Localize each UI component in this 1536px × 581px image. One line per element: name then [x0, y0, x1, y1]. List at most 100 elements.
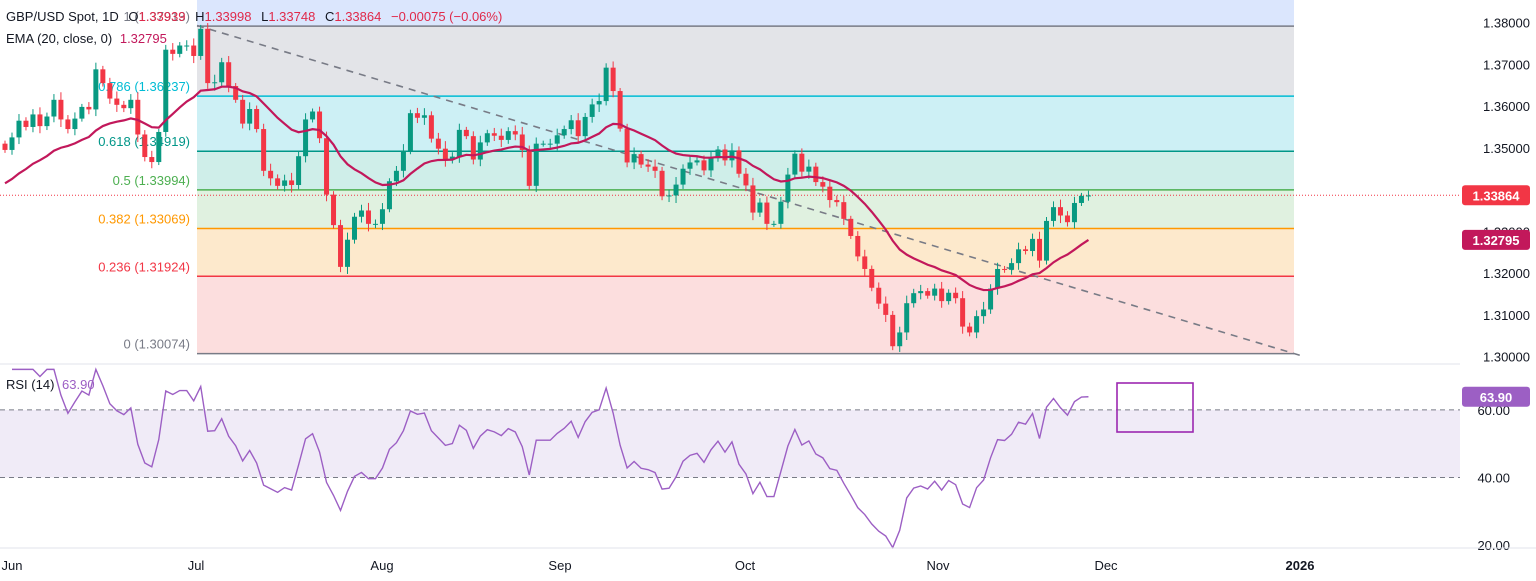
candle-body: [883, 303, 889, 315]
price-axis[interactable]: 1.380001.370001.360001.350001.340001.330…: [1460, 0, 1536, 581]
high-label: H: [195, 9, 205, 24]
candle-body: [338, 225, 344, 267]
candle-body: [631, 154, 637, 163]
candle-body: [911, 293, 917, 304]
candle-body: [1078, 195, 1084, 203]
candle-body: [1071, 202, 1077, 223]
candle-body: [37, 114, 43, 127]
candle-body: [673, 184, 679, 196]
candle-body: [254, 109, 260, 130]
time-axis[interactable]: Jun Jul Aug Sep Oct Nov Dec 2026: [0, 547, 1536, 573]
candle-body: [352, 216, 357, 240]
candle-body: [729, 150, 735, 161]
candle-body: [289, 180, 295, 186]
candle-body: [645, 164, 651, 167]
time-tick-label: Sep: [548, 558, 571, 573]
trendline[interactable]: [196, 24, 1302, 357]
candle-body: [904, 303, 910, 333]
candle-body: [750, 185, 756, 213]
candle-body: [659, 170, 665, 197]
fib-band-0.5: [197, 189, 1294, 229]
price-tick-label: 1.30000: [1483, 350, 1530, 365]
candle-body: [666, 195, 672, 197]
candle-body: [212, 82, 218, 84]
candle-body: [9, 137, 15, 150]
candle-body: [51, 99, 57, 117]
candle-body: [715, 149, 721, 159]
candle-body: [16, 120, 22, 138]
candle-body: [974, 316, 980, 333]
candle-body: [617, 91, 623, 129]
candle-body: [792, 153, 798, 175]
price-tick-label: 1.37000: [1483, 57, 1530, 72]
last-price-badge-bg: [1462, 185, 1530, 206]
candle-body: [107, 83, 113, 99]
fib-label-0.382: 0.382 (1.33069): [98, 211, 190, 226]
candle-body: [589, 104, 595, 117]
candle-body: [65, 119, 71, 130]
rsi-legend: RSI (14) 63.90: [6, 377, 95, 392]
candle-body: [428, 115, 434, 139]
candle-body: [610, 67, 616, 92]
fib-bands: [197, 0, 1294, 354]
candle-body: [1057, 207, 1063, 216]
candle-body: [939, 288, 945, 302]
price-tick-label: 1.32000: [1483, 266, 1530, 281]
candle-body: [477, 142, 483, 160]
candle-body: [554, 135, 560, 144]
fib-label-0: 0 (1.30074): [124, 337, 191, 352]
ema-badge-text: 1.32795: [1473, 233, 1520, 248]
candle-body: [624, 128, 630, 163]
candle-body: [296, 156, 302, 186]
fib-label-0.5: 0.5 (1.33994): [113, 173, 190, 188]
rsi-badge-text: 63.90: [1480, 390, 1513, 405]
price-tick-label: 1.38000: [1483, 16, 1530, 31]
candle-body: [170, 49, 176, 54]
ema-legend: EMA (20, close, 0) 1.32795: [6, 31, 167, 46]
candle-body: [358, 210, 364, 217]
candle-body: [400, 150, 406, 171]
candle-body: [456, 129, 462, 157]
rsi-panel: [0, 363, 1460, 550]
close-value: 1.33864: [334, 9, 382, 24]
candle-body: [519, 134, 525, 150]
rsi-legend-value: 63.90: [62, 377, 95, 392]
candle-body: [1030, 238, 1036, 251]
candle-body: [442, 148, 448, 160]
time-tick-label: Jul: [188, 558, 205, 573]
candle-body: [226, 62, 232, 87]
candle-body: [778, 201, 784, 224]
candle-body: [142, 134, 148, 158]
candle-body: [596, 101, 602, 105]
candle-body: [561, 129, 567, 136]
candle-body: [324, 138, 330, 195]
candle-body: [86, 106, 92, 110]
candle-body: [687, 162, 693, 169]
rsi-highlight-box: [1116, 382, 1194, 433]
candle-body: [72, 118, 78, 130]
candle-body: [93, 69, 99, 110]
ema-legend-label: EMA (20, close, 0): [6, 31, 113, 46]
time-tick-label: Dec: [1094, 558, 1118, 573]
candle-body: [1037, 238, 1043, 261]
candle-body: [163, 49, 169, 132]
fib-band-0.382: [197, 228, 1294, 277]
open-value: 1.33939: [138, 9, 186, 24]
change-value: −0.00075 (−0.06%): [390, 9, 503, 24]
candle-body: [184, 45, 190, 47]
candle-body: [491, 133, 497, 136]
candle-body: [946, 292, 952, 302]
candle-body: [23, 120, 29, 127]
candle-body: [484, 133, 490, 143]
candle-body: [855, 235, 861, 257]
time-tick-label: Aug: [370, 558, 393, 573]
candle-body: [100, 69, 106, 84]
candle-body: [1023, 249, 1029, 251]
fib-label-0.236: 0.236 (1.31924): [98, 259, 190, 274]
candle-body: [275, 178, 281, 186]
candle-body: [303, 119, 309, 157]
candle-body: [708, 158, 714, 171]
candle-body: [841, 202, 847, 219]
candle-body: [869, 268, 875, 288]
